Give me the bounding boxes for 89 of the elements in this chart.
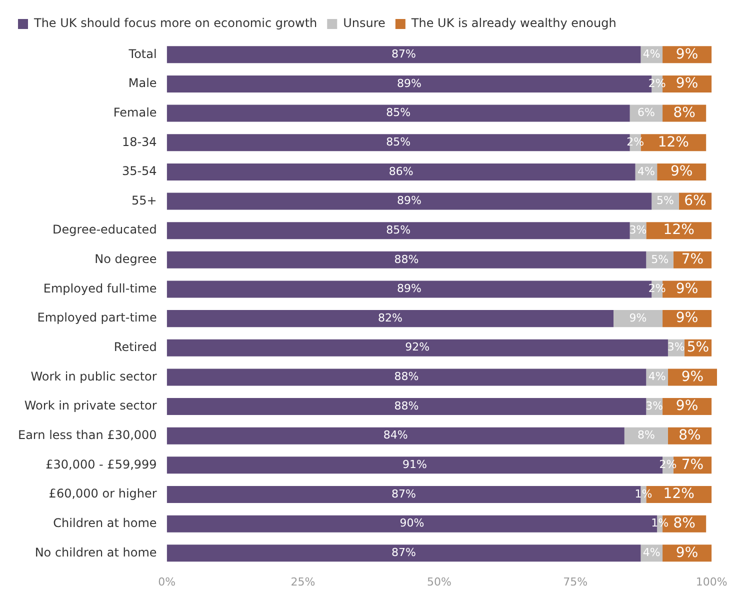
- data-label: 89%: [397, 194, 422, 208]
- data-label: 3%: [629, 223, 647, 236]
- data-label: 85%: [386, 135, 411, 148]
- data-label: 9%: [681, 368, 704, 385]
- data-label: 84%: [383, 428, 408, 442]
- y-tick-label: Employed full-time: [43, 281, 157, 296]
- x-tick-label: 0%: [158, 575, 176, 588]
- y-tick-label: 18-34: [122, 134, 157, 149]
- y-tick-label: 55+: [131, 193, 157, 208]
- y-tick-label: 35-54: [122, 164, 157, 178]
- data-label: 89%: [397, 76, 422, 90]
- bar: [166, 368, 646, 386]
- data-label: 9%: [676, 544, 698, 561]
- data-label: 6%: [637, 106, 655, 120]
- x-tick-label: 100%: [696, 575, 728, 588]
- data-label: 88%: [394, 399, 419, 412]
- data-label: 91%: [402, 458, 427, 472]
- y-tick-label: Work in private sector: [24, 398, 157, 413]
- y-tick-label: Retired: [114, 340, 157, 354]
- x-tick-label: 50%: [426, 575, 452, 588]
- data-label: 9%: [676, 310, 698, 326]
- data-label: 9%: [676, 46, 698, 62]
- data-label: 5%: [651, 252, 669, 266]
- legend-label: The UK should focus more on economic growth: [33, 16, 318, 30]
- data-label: 87%: [392, 48, 416, 61]
- data-label: 8%: [673, 104, 696, 121]
- data-label: 4%: [648, 370, 666, 384]
- data-label: 8%: [637, 428, 655, 442]
- data-label: 82%: [378, 311, 402, 324]
- data-label: 88%: [394, 252, 419, 266]
- y-tick-label: No children at home: [34, 545, 157, 560]
- bar: [166, 427, 624, 444]
- y-tick-label: Total: [128, 46, 157, 61]
- bar: [166, 192, 652, 210]
- data-label: 6%: [684, 192, 706, 209]
- y-tick-label: Work in public sector: [30, 369, 157, 384]
- bar: [166, 398, 646, 416]
- data-label: 92%: [405, 340, 430, 354]
- data-label: 7%: [681, 456, 704, 473]
- bar: [166, 163, 636, 180]
- data-label: 5%: [656, 194, 674, 208]
- data-label: 89%: [397, 282, 422, 296]
- bar: [166, 46, 641, 64]
- y-tick-label: Employed part-time: [37, 310, 157, 325]
- x-tick-label: 75%: [563, 575, 588, 588]
- data-label: 12%: [663, 486, 694, 502]
- y-tick-label: Earn less than £30,000: [18, 428, 157, 442]
- data-label: 12%: [658, 134, 689, 150]
- data-label: 5%: [686, 340, 710, 356]
- data-label: 8%: [678, 427, 701, 444]
- legend-label: The UK is already wealthy enough: [410, 16, 616, 30]
- data-label: 3%: [646, 399, 664, 412]
- data-label: 9%: [670, 164, 693, 180]
- y-tick-label: £60,000 or higher: [48, 486, 157, 501]
- data-label: 7%: [681, 252, 704, 268]
- data-label: 9%: [676, 76, 698, 92]
- data-label: 8%: [673, 515, 696, 532]
- bar: [166, 222, 630, 240]
- data-label: 9%: [676, 280, 698, 297]
- bar: [166, 251, 646, 268]
- data-label: 85%: [386, 106, 411, 120]
- y-tick-label: Children at home: [53, 516, 157, 530]
- data-label: 85%: [386, 223, 411, 236]
- data-label: 4%: [642, 546, 660, 559]
- bar: [166, 544, 641, 562]
- bar: [614, 310, 663, 328]
- data-label: 87%: [392, 546, 416, 559]
- data-label: 1%: [651, 516, 669, 530]
- data-label: 1%: [634, 487, 652, 500]
- data-label: 86%: [388, 164, 414, 178]
- data-label: 4%: [642, 48, 660, 61]
- y-tick-label: Female: [113, 105, 157, 120]
- data-label: 12%: [663, 222, 694, 238]
- y-tick-label: £30,000 - £59,999: [46, 457, 157, 472]
- legend-label: Unsure: [343, 16, 386, 30]
- data-label: 87%: [392, 487, 416, 500]
- x-tick-label: 25%: [290, 575, 316, 588]
- bar: [166, 339, 668, 356]
- y-tick-label: Degree-educated: [52, 222, 157, 237]
- data-label: 88%: [394, 370, 419, 384]
- bar: [166, 310, 614, 328]
- y-tick-label: No degree: [94, 252, 157, 266]
- data-label: 4%: [637, 164, 655, 178]
- data-label: 3%: [667, 340, 685, 354]
- bar: [166, 104, 630, 122]
- data-label: 9%: [629, 311, 647, 324]
- data-label: 90%: [400, 516, 424, 530]
- y-tick-label: Male: [128, 76, 157, 90]
- data-label: 9%: [676, 398, 698, 414]
